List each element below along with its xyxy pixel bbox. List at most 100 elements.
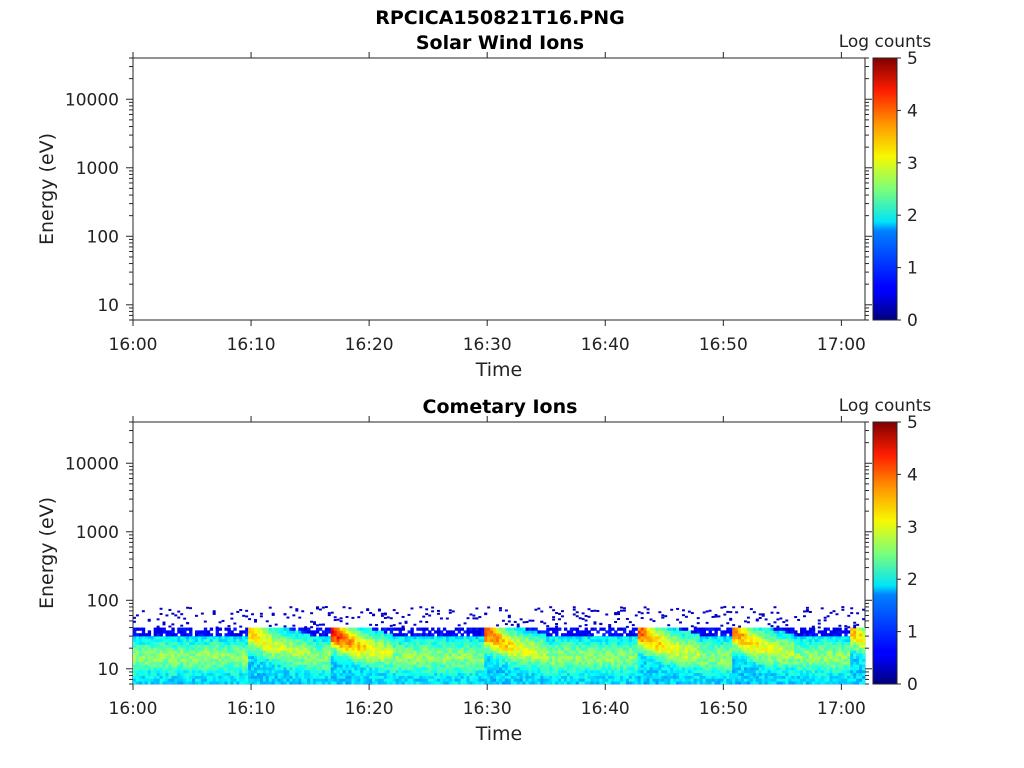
spectrogram-cell [386, 633, 391, 637]
spectrogram-cell [752, 667, 757, 671]
spectrogram-cell [425, 655, 429, 659]
spectrogram-cell [563, 675, 568, 679]
spectrogram-cell [262, 636, 267, 640]
spectrogram-cell [622, 669, 627, 674]
spectrogram-cell [318, 678, 323, 682]
spectrogram-cell [289, 647, 293, 651]
spectrogram-cell [569, 647, 574, 651]
spectrogram-cell [431, 672, 435, 676]
spectrogram-cell [445, 664, 450, 668]
spectrogram-cell [563, 647, 568, 651]
spectrogram-cell [631, 658, 636, 662]
spectrogram-cell [643, 675, 647, 679]
spectrogram-cell [797, 647, 801, 651]
spectrogram-cell [752, 664, 757, 668]
spectrogram-cell [395, 638, 400, 643]
spectrogram-cell [360, 658, 364, 662]
spectrogram-cell [708, 669, 712, 674]
spectrogram-cell [487, 667, 491, 671]
spectrogram-cell [286, 630, 290, 634]
spectrogram-cell [268, 672, 273, 676]
spectrogram-cell [496, 681, 500, 685]
spectrogram-cell [696, 638, 701, 643]
spectrogram-cell [658, 658, 662, 662]
spectrogram-cell [416, 652, 420, 657]
spectrogram-cell [519, 638, 524, 643]
spectrogram-cell [690, 641, 695, 645]
spectrogram-cell [741, 655, 745, 659]
noise-cell [395, 612, 399, 615]
spectrogram-cell [758, 655, 763, 659]
spectrogram-cell [738, 630, 742, 634]
spectrogram-cell [242, 630, 246, 634]
noise-cell [634, 614, 638, 617]
spectrogram-cell [203, 647, 208, 651]
spectrogram-cell [652, 675, 656, 679]
spectrogram-cell [439, 669, 444, 674]
spectrogram-cell [673, 641, 677, 645]
spectrogram-cell [428, 669, 432, 674]
spectrogram-cell [333, 655, 338, 659]
spectrogram-cell [342, 644, 346, 648]
spectrogram-cell [454, 650, 459, 654]
spectrogram-cell [782, 652, 786, 657]
spectrogram-cell [525, 636, 529, 640]
spectrogram-cell [690, 652, 695, 657]
spectrogram-cell [687, 655, 692, 659]
spectrogram-cell [254, 669, 258, 674]
spectrogram-cell [410, 630, 414, 634]
spectrogram-cell [525, 661, 529, 665]
spectrogram-cell [572, 633, 577, 637]
spectrogram-cell [189, 672, 193, 676]
spectrogram-cell [259, 636, 264, 640]
spectrogram-cell [516, 636, 521, 640]
spectrogram-cell [144, 675, 149, 679]
spectrogram-cell [262, 641, 267, 645]
spectrogram-cell [758, 633, 763, 637]
spectrogram-cell [667, 627, 671, 631]
spectrogram-cell [221, 644, 225, 648]
spectrogram-cell [664, 641, 668, 645]
spectrogram-cell [522, 652, 526, 657]
noise-cell [614, 612, 618, 615]
spectrogram-cell [448, 652, 453, 657]
spectrogram-cell [271, 678, 276, 682]
spectrogram-cell [156, 652, 160, 657]
spectrogram-cell [608, 641, 612, 645]
spectrogram-cell [434, 644, 438, 648]
spectrogram-cell [245, 655, 249, 659]
spectrogram-cell [537, 650, 541, 654]
spectrogram-cell [599, 647, 603, 651]
spectrogram-cell [617, 627, 621, 631]
spectrogram-cell [679, 667, 683, 671]
spectrogram-cell [752, 644, 757, 648]
spectrogram-cell [788, 667, 792, 671]
spectrogram-cell [333, 664, 338, 668]
spectrogram-cell [800, 652, 804, 657]
spectrogram-cell [814, 647, 819, 651]
spectrogram-cell [324, 636, 329, 640]
noise-cell [298, 616, 302, 619]
spectrogram-cell [525, 669, 529, 674]
spectrogram-cell [537, 681, 541, 685]
spectrogram-cell [239, 672, 243, 676]
spectrogram-cell [451, 630, 456, 634]
spectrogram-cell [540, 681, 544, 685]
spectrogram-cell [245, 636, 249, 640]
spectrogram-cell [690, 669, 695, 674]
spectrogram-cell [528, 633, 532, 637]
spectrogram-cell [171, 633, 175, 637]
spectrogram-cell [439, 636, 444, 640]
spectrogram-cell [640, 678, 645, 682]
spectrogram-cell [410, 658, 414, 662]
noise-cell [345, 615, 349, 618]
noise-cell [265, 620, 269, 623]
spectrogram-cell [738, 669, 742, 674]
spectrogram-cell [159, 644, 163, 648]
spectrogram-cell [224, 672, 228, 676]
noise-cell [392, 609, 396, 612]
spectrogram-cell [239, 641, 243, 645]
spectrogram-cell [313, 664, 317, 668]
spectrogram-cell [652, 627, 656, 631]
spectrogram-cell [194, 669, 199, 674]
